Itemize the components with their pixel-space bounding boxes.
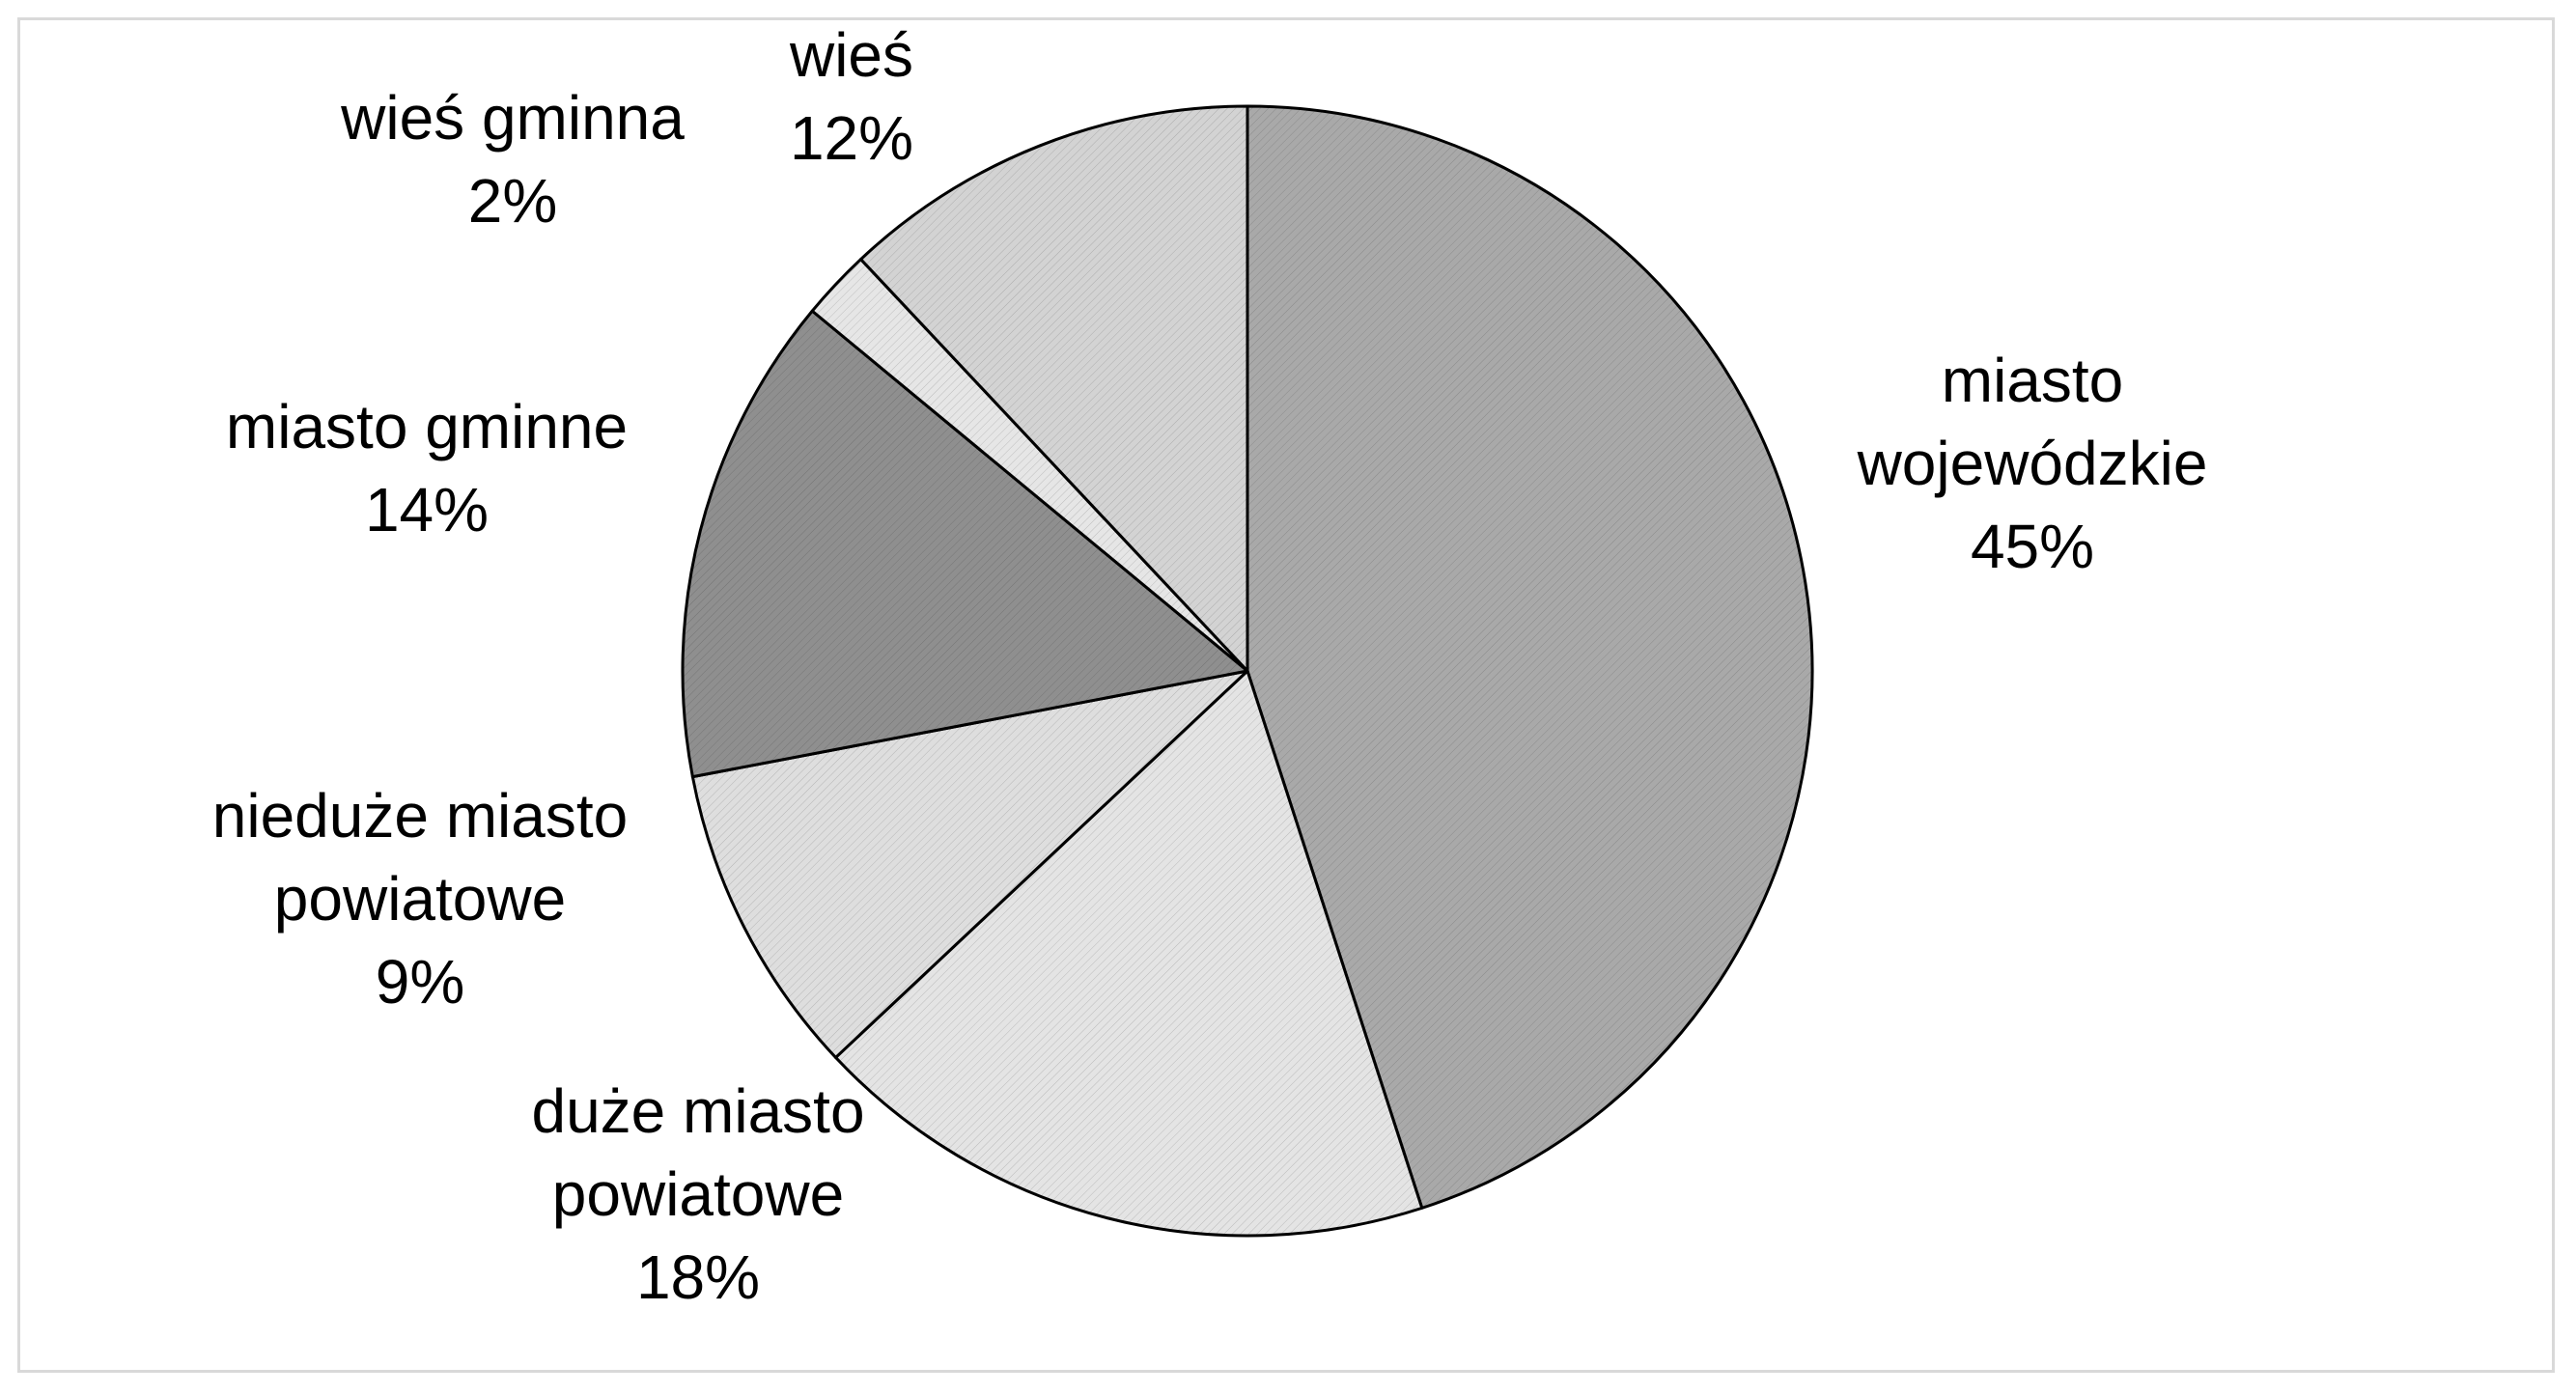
slice-label-line: miasto [1942,346,2124,415]
slice-label-line: nieduże miasto [212,781,628,850]
slice-label: wieś gminna 2% [340,83,685,236]
slice-label: nieduże miasto powiatowe 9% [212,781,628,1017]
slice-label-line: wieś [789,20,913,90]
slice-label-line: 45% [1971,512,2094,581]
slice-label-line: duże miasto [531,1076,864,1146]
slice-label: miasto wojewódzkie 45% [1857,346,2208,581]
slice-label-line: 18% [636,1242,760,1312]
slice-label-line: 9% [376,947,465,1017]
pie-slice-texture [812,259,1247,671]
slice-label-line: powiatowe [274,864,566,934]
pie-slice-texture [692,671,1247,1058]
slice-label-line: 2% [468,166,558,236]
pie-slice-texture [835,671,1422,1237]
slice-label-line: wieś gminna [340,83,685,153]
pie-slice-texture [860,106,1247,671]
slice-label: duże miasto powiatowe 18% [531,1076,864,1312]
pie-slice-texture [1247,106,1813,1209]
slice-label: miasto gminne 14% [226,392,628,544]
slice-label-line: miasto gminne [226,392,628,461]
pie-slice-texture [683,311,1247,777]
slice-label-line: wojewódzkie [1857,429,2208,498]
slice-label-line: powiatowe [552,1159,844,1229]
slice-label-line: 14% [365,475,489,544]
slice-label-line: 12% [790,103,913,173]
slice-label: wieś 12% [789,20,913,173]
